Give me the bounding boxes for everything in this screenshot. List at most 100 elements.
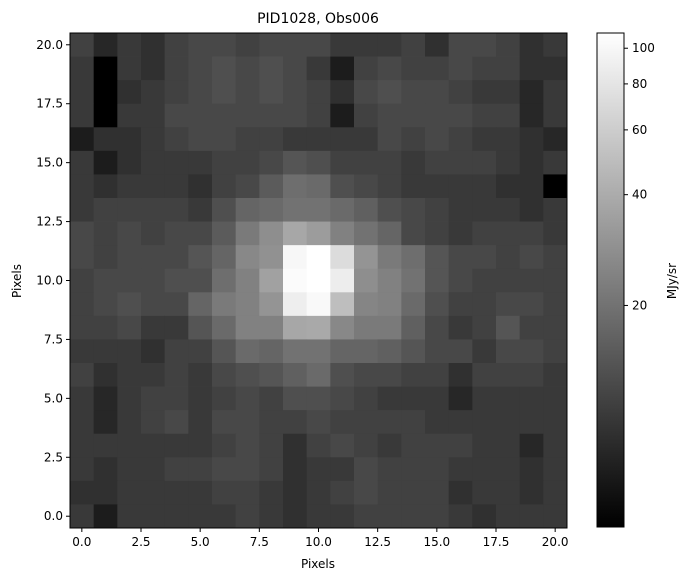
heatmap-cell xyxy=(212,174,237,199)
heatmap-cell xyxy=(70,433,95,458)
heatmap-cell xyxy=(164,504,189,529)
heatmap-cell xyxy=(401,386,426,411)
heatmap-cell xyxy=(164,433,189,458)
heatmap-cell xyxy=(472,56,497,81)
heatmap-cell xyxy=(330,80,355,105)
heatmap-cell xyxy=(401,433,426,458)
heatmap-cell xyxy=(283,174,308,199)
heatmap-cell xyxy=(164,268,189,293)
heatmap-cell xyxy=(425,410,450,435)
heatmap-cell xyxy=(472,150,497,175)
colorbar-tick-label: 100 xyxy=(632,41,655,55)
heatmap-cell xyxy=(259,56,284,81)
heatmap-cell xyxy=(306,339,331,364)
heatmap-cell xyxy=(188,292,213,317)
heatmap-cell xyxy=(93,480,118,505)
heatmap-cell xyxy=(401,198,426,222)
heatmap-cell xyxy=(283,386,308,411)
heatmap-cell xyxy=(141,268,166,293)
heatmap-cell xyxy=(425,504,450,529)
heatmap-cell xyxy=(235,221,260,246)
y-tick-label: 2.5 xyxy=(44,450,63,464)
heatmap-cell xyxy=(377,127,402,152)
heatmap-cell xyxy=(425,315,450,340)
heatmap-cell xyxy=(235,386,260,411)
heatmap-cell xyxy=(141,56,166,81)
heatmap-cell xyxy=(377,433,402,458)
heatmap-cell xyxy=(306,103,331,128)
heatmap-cell xyxy=(164,127,189,152)
heatmap-cell xyxy=(354,504,379,529)
heatmap-cell xyxy=(354,410,379,435)
heatmap-cell xyxy=(283,127,308,152)
heatmap-cell xyxy=(93,386,118,411)
heatmap-cell xyxy=(354,103,379,128)
heatmap-cell xyxy=(70,315,95,340)
heatmap-cell xyxy=(306,433,331,458)
heatmap-cell xyxy=(519,80,544,105)
heatmap-cell xyxy=(354,433,379,458)
heatmap-cell xyxy=(425,292,450,317)
heatmap-cell xyxy=(401,292,426,317)
heatmap-cell xyxy=(306,480,331,505)
heatmap-cell xyxy=(354,363,379,387)
x-tick-label: 7.5 xyxy=(250,535,269,549)
heatmap-cell xyxy=(496,386,521,411)
heatmap-cell xyxy=(330,174,355,199)
heatmap-cell xyxy=(141,433,166,458)
heatmap-cell xyxy=(93,198,118,222)
heatmap-cell xyxy=(70,198,95,222)
heatmap-cell xyxy=(496,174,521,199)
heatmap-cell xyxy=(543,221,568,246)
heatmap-cell xyxy=(141,457,166,482)
heatmap-cell xyxy=(188,433,213,458)
heatmap-cell xyxy=(496,198,521,222)
heatmap-cell xyxy=(354,268,379,293)
heatmap-cell xyxy=(164,150,189,175)
heatmap-cell xyxy=(354,221,379,246)
heatmap-cell xyxy=(117,103,142,128)
heatmap-cell xyxy=(188,339,213,364)
heatmap-cell xyxy=(354,315,379,340)
heatmap-cell xyxy=(496,127,521,152)
heatmap-cell xyxy=(283,339,308,364)
heatmap-cell xyxy=(448,268,473,293)
heatmap-cell xyxy=(188,504,213,529)
heatmap-cell xyxy=(212,457,237,482)
heatmap-cell xyxy=(117,56,142,81)
heatmap-cell xyxy=(188,80,213,105)
heatmap-cell xyxy=(354,245,379,270)
heatmap-cell xyxy=(354,292,379,317)
heatmap-cell xyxy=(519,315,544,340)
heatmap-cell xyxy=(212,433,237,458)
heatmap-cell xyxy=(543,56,568,81)
heatmap-cell xyxy=(164,410,189,435)
heatmap-cell xyxy=(283,292,308,317)
heatmap-cell xyxy=(448,245,473,270)
heatmap-cell xyxy=(70,268,95,293)
heatmap-cell xyxy=(354,127,379,152)
heatmap-cell xyxy=(117,315,142,340)
heatmap-cell xyxy=(212,33,237,57)
heatmap-cell xyxy=(93,363,118,387)
heatmap-cell xyxy=(448,410,473,435)
heatmap-cell xyxy=(519,127,544,152)
heatmap-cell xyxy=(354,174,379,199)
heatmap-cell xyxy=(519,480,544,505)
heatmap-cell xyxy=(141,33,166,57)
heatmap-cell xyxy=(70,56,95,81)
heatmap-cell xyxy=(448,386,473,411)
colorbar-tick-label: 60 xyxy=(632,123,647,137)
heatmap-cell xyxy=(472,103,497,128)
heatmap-cell xyxy=(330,386,355,411)
heatmap-cell xyxy=(330,504,355,529)
heatmap-cell xyxy=(330,433,355,458)
heatmap-cell xyxy=(472,127,497,152)
heatmap-cell xyxy=(543,410,568,435)
heatmap-cell xyxy=(543,103,568,128)
heatmap-cell xyxy=(354,480,379,505)
heatmap-cell xyxy=(235,150,260,175)
heatmap-cell xyxy=(164,339,189,364)
heatmap-cell xyxy=(283,56,308,81)
heatmap-cell xyxy=(93,221,118,246)
